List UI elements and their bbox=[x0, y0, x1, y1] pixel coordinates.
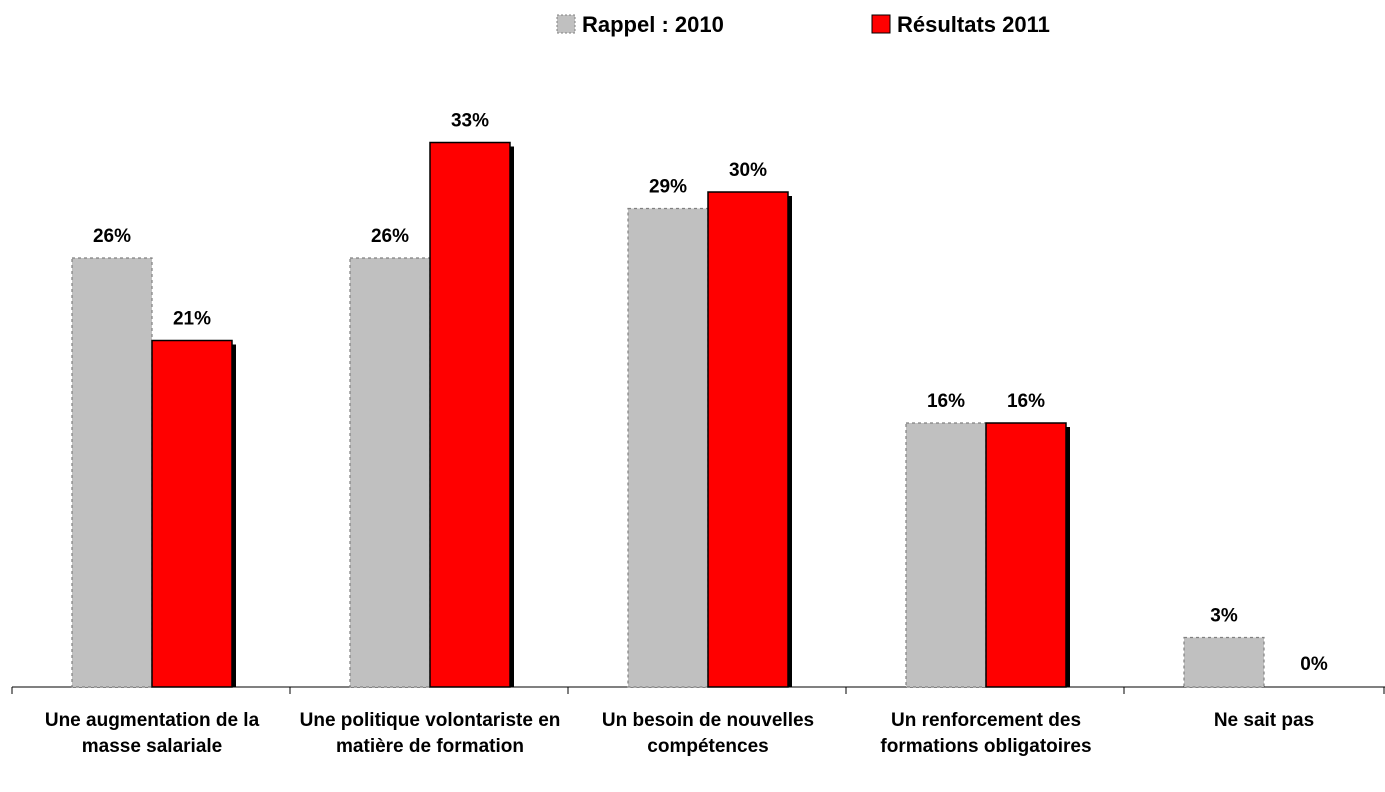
bar bbox=[151, 339, 233, 688]
x-tick-label: Un renforcement des formations obligatoi… bbox=[880, 710, 1092, 757]
data-label: 0% bbox=[1300, 654, 1328, 675]
legend-label: Rappel : 2010 bbox=[582, 12, 724, 37]
x-tick-label: Une politique volontariste en matière de… bbox=[299, 710, 561, 757]
data-label: 29% bbox=[649, 177, 687, 198]
bar bbox=[1183, 636, 1265, 688]
bar bbox=[707, 191, 789, 688]
legend-label: Résultats 2011 bbox=[897, 12, 1050, 37]
bar bbox=[71, 257, 153, 688]
x-tick-label: Une augmentation de la masse salariale bbox=[44, 710, 260, 757]
legend-swatch bbox=[871, 14, 891, 34]
data-label: 16% bbox=[927, 391, 965, 412]
data-label: 26% bbox=[371, 226, 409, 247]
data-label: 16% bbox=[1007, 391, 1045, 412]
data-label: 33% bbox=[451, 111, 489, 132]
bar bbox=[905, 422, 987, 688]
legend-swatch bbox=[556, 14, 576, 34]
bar bbox=[627, 207, 709, 688]
data-label: 26% bbox=[93, 226, 131, 247]
x-tick-label: Ne sait pas bbox=[1213, 710, 1315, 731]
bar bbox=[429, 141, 511, 688]
bar bbox=[985, 422, 1067, 688]
x-tick-label: Un besoin de nouvelles compétences bbox=[601, 710, 815, 757]
bar bbox=[349, 257, 431, 688]
data-label: 3% bbox=[1210, 606, 1238, 627]
data-label: 21% bbox=[173, 309, 211, 330]
data-label: 30% bbox=[729, 160, 767, 181]
